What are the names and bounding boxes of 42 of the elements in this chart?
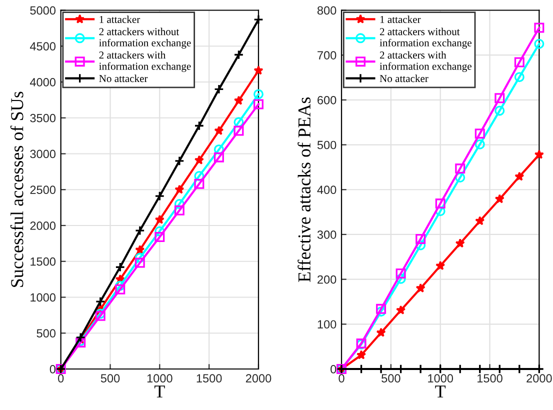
y-tick-label: 2500 <box>30 186 56 194</box>
x-axis-title: T <box>154 386 165 398</box>
y-tick-label: 2000 <box>30 222 56 230</box>
x-tick-label: 500 <box>382 374 400 383</box>
y-tick-label: 100 <box>318 320 336 329</box>
x-tick-label: 0 <box>58 374 64 383</box>
x-tick-label: 500 <box>100 374 120 383</box>
y-tick-label: 200 <box>318 275 336 284</box>
y-tick-label: 1500 <box>30 257 56 266</box>
x-tick-label: 1000 <box>147 374 172 383</box>
y-tick-label: 300 <box>317 230 336 239</box>
y-tick-label: 500 <box>36 329 56 338</box>
y-tick-label: 800 <box>317 6 336 15</box>
x-tick-label: 1000 <box>428 374 454 383</box>
legend-label: No attacker <box>99 74 148 82</box>
y-tick-label: 4500 <box>30 42 56 51</box>
x-tick-label: 1500 <box>196 374 222 383</box>
y-tick-label: 3500 <box>30 114 56 122</box>
legend-label: 2 attackers with information exchange <box>99 51 191 72</box>
legend-label: 1 attacker <box>100 16 140 24</box>
legend-label: No attacker <box>380 74 428 82</box>
x-tick-label: 1500 <box>478 374 502 383</box>
y-tick-label: 4000 <box>30 78 56 86</box>
y-tick-label: 0 <box>330 365 336 374</box>
y-axis-title: Effective attacks of PEAs <box>298 97 311 282</box>
y-tick-label: 700 <box>318 51 336 60</box>
x-tick-label: 0 <box>338 374 344 383</box>
y-tick-label: 3000 <box>30 150 56 158</box>
x-tick-label: 2000 <box>246 374 272 383</box>
legend-label: 2 attackers with information exchange <box>380 51 472 72</box>
legend-label: 1 attacker <box>380 16 421 24</box>
y-tick-label: 0 <box>50 365 56 374</box>
y-tick-label: 400 <box>317 186 336 194</box>
legend-label: 2 attackers without information exchange <box>99 28 191 49</box>
y-tick-label: 1000 <box>30 293 56 302</box>
y-tick-label: 500 <box>317 140 336 150</box>
legend-label: 2 attackers without information exchange <box>380 28 472 49</box>
y-tick-label: 5000 <box>30 6 56 15</box>
x-axis-title: T <box>435 386 446 398</box>
x-tick-label: 2000 <box>526 374 552 383</box>
y-axis-title: Successful accesses of SUs <box>10 92 24 287</box>
y-tick-label: 600 <box>318 96 336 104</box>
